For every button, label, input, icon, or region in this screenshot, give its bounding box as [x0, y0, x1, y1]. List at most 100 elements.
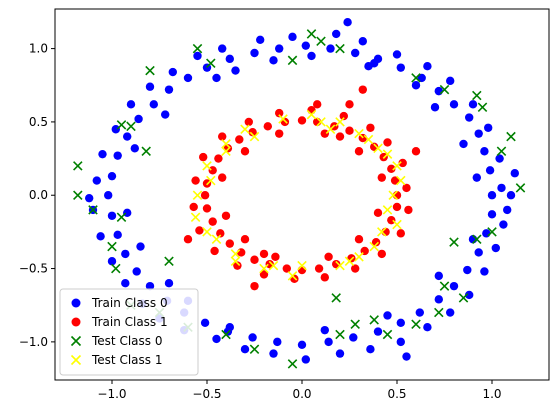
- data-point: [271, 252, 280, 262]
- data-point: [387, 215, 396, 225]
- data-point: [132, 267, 141, 276]
- data-point: [351, 48, 360, 58]
- data-point: [335, 43, 345, 54]
- data-point: [297, 265, 307, 275]
- data-point: [383, 311, 392, 320]
- data-point: [472, 173, 481, 182]
- data-point: [369, 241, 379, 252]
- legend-label: Test Class 0: [91, 334, 162, 348]
- data-point: [373, 208, 383, 218]
- data-point: [506, 191, 516, 200]
- data-point: [320, 325, 329, 335]
- legend-marker: [70, 354, 82, 366]
- data-point: [499, 220, 508, 229]
- data-point: [396, 229, 405, 238]
- data-point: [250, 255, 259, 264]
- data-point: [373, 327, 383, 336]
- y-tick-label: 1.0: [29, 42, 48, 56]
- data-point: [392, 202, 402, 212]
- data-point: [320, 273, 329, 282]
- data-point: [326, 44, 335, 53]
- data-point: [195, 226, 204, 235]
- data-point: [382, 329, 393, 340]
- data-point: [225, 54, 234, 64]
- data-point: [212, 73, 221, 83]
- data-point: [126, 100, 136, 109]
- data-point: [230, 249, 241, 259]
- data-point: [423, 323, 432, 332]
- data-point: [396, 63, 405, 72]
- x-tick-label: −0.5: [192, 387, 221, 401]
- data-point: [306, 109, 317, 120]
- data-point: [382, 149, 393, 159]
- data-point: [248, 127, 257, 137]
- x-axis: −1.0 −0.5 0.0 0.5 1.0: [97, 380, 502, 401]
- data-point: [335, 132, 345, 141]
- data-point: [273, 337, 282, 347]
- data-point: [218, 132, 227, 141]
- data-point: [314, 264, 324, 273]
- data-point: [287, 359, 298, 369]
- data-point: [345, 100, 354, 109]
- data-point: [301, 41, 310, 50]
- data-point: [202, 227, 212, 237]
- data-point: [351, 264, 360, 273]
- data-point: [354, 147, 364, 156]
- data-point: [202, 204, 212, 213]
- data-point: [282, 264, 291, 273]
- data-point: [411, 147, 421, 156]
- legend-marker: [71, 298, 81, 308]
- data-point: [192, 43, 203, 54]
- data-point: [463, 265, 472, 275]
- data-point: [263, 122, 272, 131]
- data-point: [206, 58, 216, 69]
- data-point: [331, 293, 341, 303]
- data-point: [200, 318, 210, 328]
- data-point: [306, 29, 317, 39]
- data-point: [287, 55, 298, 66]
- data-point: [235, 135, 244, 144]
- data-point: [434, 295, 443, 304]
- legend: Train Class 0 Train Class 1 Test Class 0 Te…: [59, 288, 199, 376]
- data-point: [358, 37, 367, 46]
- legend-label: Train Class 0: [91, 296, 168, 310]
- data-point: [230, 256, 241, 266]
- data-point: [164, 85, 174, 94]
- data-point: [297, 340, 307, 350]
- legend-label: Test Class 1: [91, 353, 162, 367]
- data-point: [98, 149, 107, 159]
- x-tick-label: −1.0: [97, 387, 126, 401]
- legend-marker: [70, 335, 82, 347]
- data-point: [344, 256, 355, 266]
- data-point: [392, 219, 402, 230]
- data-point: [269, 56, 278, 65]
- data-point: [269, 349, 278, 358]
- data-point: [126, 121, 136, 132]
- data-point: [350, 319, 360, 330]
- data-point: [107, 257, 117, 266]
- data-point: [345, 126, 354, 135]
- data-point: [92, 176, 102, 185]
- data-point: [206, 175, 216, 186]
- data-point: [335, 260, 345, 271]
- data-point: [335, 329, 345, 340]
- series-1: [183, 85, 421, 291]
- data-point: [113, 151, 122, 160]
- legend-marker: [71, 317, 81, 327]
- data-point: [313, 100, 322, 109]
- data-point: [417, 73, 426, 83]
- x-tick-label: 0.0: [292, 387, 311, 401]
- data-point: [491, 243, 500, 253]
- data-point: [324, 252, 333, 262]
- data-point: [130, 144, 139, 153]
- data-point: [248, 333, 257, 342]
- data-point: [250, 48, 259, 58]
- data-point: [387, 164, 396, 174]
- data-point: [487, 227, 497, 237]
- data-point: [249, 344, 260, 354]
- data-point: [396, 318, 405, 328]
- data-point: [396, 175, 406, 186]
- data-point: [383, 138, 392, 147]
- data-point: [411, 73, 421, 83]
- data-point: [474, 248, 483, 257]
